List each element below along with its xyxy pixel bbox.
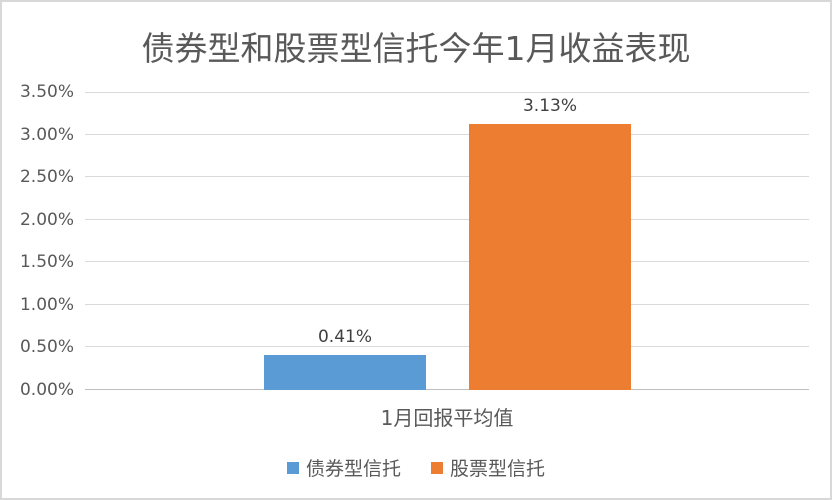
y-axis-tick-label: 2.50% (19, 167, 74, 187)
bar-bond-trust (264, 355, 426, 390)
y-axis-tick-label: 0.00% (19, 380, 74, 400)
gridline (85, 346, 809, 347)
y-axis-tick-label: 3.00% (19, 125, 74, 145)
legend-label: 股票型信托 (450, 458, 546, 480)
y-axis-tick-labels: 0.00% 0.50% 1.00% 1.50% 2.00% 2.50% 3.00% 3.50% (2, 82, 74, 400)
gridline (85, 261, 809, 262)
y-axis-tick-label: 3.50% (19, 82, 74, 102)
plot-area: 0.41% 3.13% (85, 92, 809, 390)
y-axis-tick-label: 1.50% (19, 252, 74, 272)
legend-item-bond-trust: 债券型信托 (286, 454, 401, 481)
x-axis-category-label: 1月回报平均值 (380, 406, 514, 430)
chart-title: 债券型和股票型信托今年1月收益表现 (141, 29, 691, 68)
gridline (85, 176, 809, 177)
y-axis-tick-label: 2.00% (19, 210, 74, 230)
legend: 债券型信托 股票型信托 (2, 454, 830, 481)
gridline (85, 92, 809, 93)
y-axis-tick-label: 1.00% (19, 295, 74, 315)
gridline (85, 219, 809, 220)
legend-label: 债券型信托 (305, 458, 401, 480)
legend-item-stock-trust: 股票型信托 (431, 454, 545, 481)
x-axis-line (85, 389, 809, 390)
gridline (85, 134, 809, 135)
y-axis-tick-label: 0.50% (19, 337, 74, 357)
bar-stock-trust (469, 124, 631, 390)
legend-swatch-icon (431, 461, 443, 474)
bar-data-label-bond-trust: 0.41% (317, 327, 372, 347)
legend-swatch-icon (286, 461, 299, 474)
bar-data-label-stock-trust: 3.13% (522, 96, 577, 116)
gridline (85, 304, 809, 305)
